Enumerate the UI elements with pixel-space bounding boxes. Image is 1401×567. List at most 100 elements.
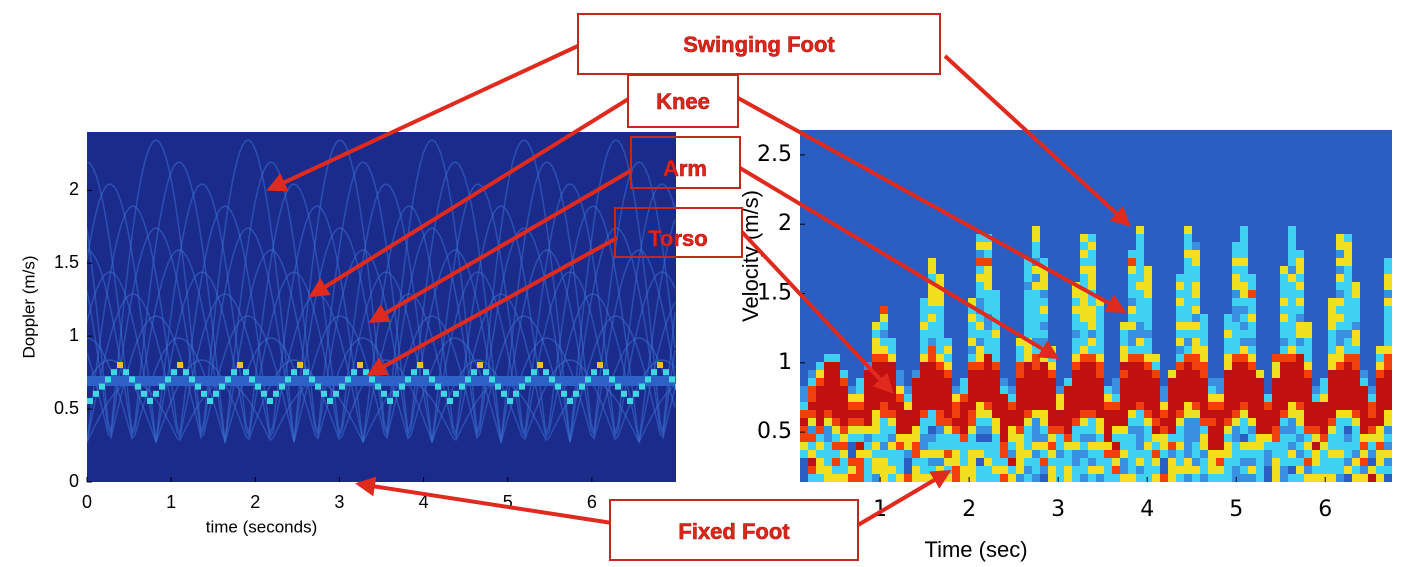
texture-cell — [1344, 346, 1352, 354]
texture-cell — [1352, 442, 1360, 450]
texture-cell — [1024, 346, 1032, 354]
texture-cell — [880, 330, 888, 338]
texture-cell — [944, 458, 952, 466]
texture-cell — [1120, 370, 1128, 378]
texture-cell — [543, 369, 549, 376]
annotation: Knee — [656, 89, 710, 114]
texture-cell — [1248, 402, 1256, 410]
texture-cell — [1368, 434, 1376, 442]
texture-cell — [1184, 410, 1192, 418]
texture-curve — [87, 249, 676, 443]
texture-cell — [147, 398, 153, 404]
texture-cell — [1096, 474, 1104, 482]
texture-cell — [1248, 474, 1256, 482]
texture-cell — [968, 346, 976, 354]
texture-cell — [1176, 466, 1184, 474]
texture-cell — [375, 383, 381, 390]
texture-cell — [912, 434, 920, 442]
texture-cell — [984, 306, 992, 314]
texture-cell — [1336, 426, 1344, 434]
texture-cell — [984, 426, 992, 434]
texture-cell — [1232, 402, 1240, 410]
texture-cell — [984, 370, 992, 378]
texture-cell — [1296, 410, 1304, 418]
texture-cell — [1128, 410, 1136, 418]
texture-cell — [237, 362, 243, 368]
texture-cell — [1376, 466, 1384, 474]
texture-cell — [904, 418, 912, 426]
texture-cell — [1016, 346, 1024, 354]
texture-cell — [1216, 442, 1224, 450]
texture-cell — [1128, 322, 1136, 330]
texture-curve — [87, 139, 676, 443]
texture-cell — [1184, 226, 1192, 234]
texture-cell — [1096, 402, 1104, 410]
texture-cell — [1280, 282, 1288, 290]
texture-cell — [928, 394, 936, 402]
texture-cell — [1192, 354, 1200, 362]
texture-cell — [1384, 378, 1392, 386]
texture-cell — [1088, 250, 1096, 258]
spectrogram-texture — [800, 226, 1392, 482]
y-tick-label: 2.5 — [757, 142, 792, 167]
texture-cell — [1360, 434, 1368, 442]
texture-cell — [1384, 298, 1392, 306]
texture-cell — [1232, 370, 1240, 378]
texture-cell — [1240, 314, 1248, 322]
texture-cell — [928, 354, 936, 362]
texture-cell — [1040, 354, 1048, 362]
texture-cell — [1384, 466, 1392, 474]
texture-cell — [483, 369, 489, 376]
texture-cell — [968, 386, 976, 394]
texture-cell — [1328, 354, 1336, 362]
texture-cell — [1312, 402, 1320, 410]
texture-cell — [992, 378, 1000, 386]
texture-cell — [984, 330, 992, 338]
texture-cell — [1224, 322, 1232, 330]
texture-cell — [984, 322, 992, 330]
texture-cell — [1248, 274, 1256, 282]
texture-cell — [549, 376, 555, 383]
texture-cell — [1232, 346, 1240, 354]
texture-cell — [1016, 418, 1024, 426]
texture-cell — [888, 378, 896, 386]
texture-cell — [1296, 258, 1304, 266]
texture-cell — [1368, 426, 1376, 434]
texture-cell — [1304, 474, 1312, 482]
texture-cell — [1328, 394, 1336, 402]
texture-cell — [1128, 434, 1136, 442]
texture-cell — [1336, 290, 1344, 298]
texture-cell — [1184, 370, 1192, 378]
texture-cell — [1248, 330, 1256, 338]
texture-cell — [1136, 330, 1144, 338]
texture-cell — [1304, 458, 1312, 466]
texture-cell — [872, 466, 880, 474]
texture-cell — [1088, 274, 1096, 282]
texture-cell — [1136, 370, 1144, 378]
texture-cell — [1192, 306, 1200, 314]
texture-cell — [1296, 330, 1304, 338]
texture-cell — [1248, 394, 1256, 402]
texture-cell — [1128, 442, 1136, 450]
texture-cell — [1288, 362, 1296, 370]
texture-cell — [1016, 442, 1024, 450]
y-tick-label: 1.5 — [54, 252, 79, 272]
texture-cell — [249, 376, 255, 383]
texture-cell — [888, 410, 896, 418]
texture-cell — [1080, 322, 1088, 330]
texture-cell — [1032, 402, 1040, 410]
texture-cell — [1264, 410, 1272, 418]
texture-cell — [1272, 434, 1280, 442]
texture-cell — [213, 390, 219, 397]
texture-cell — [1304, 362, 1312, 370]
texture-cell — [1080, 402, 1088, 410]
texture-cell — [800, 402, 808, 410]
texture-cell — [1240, 274, 1248, 282]
texture-cell — [816, 402, 824, 410]
texture-cell — [1248, 426, 1256, 434]
texture-cell — [1112, 394, 1120, 402]
texture-cell — [1344, 234, 1352, 242]
texture-cell — [1304, 378, 1312, 386]
texture-cell — [1112, 418, 1120, 426]
texture-cell — [1288, 442, 1296, 450]
